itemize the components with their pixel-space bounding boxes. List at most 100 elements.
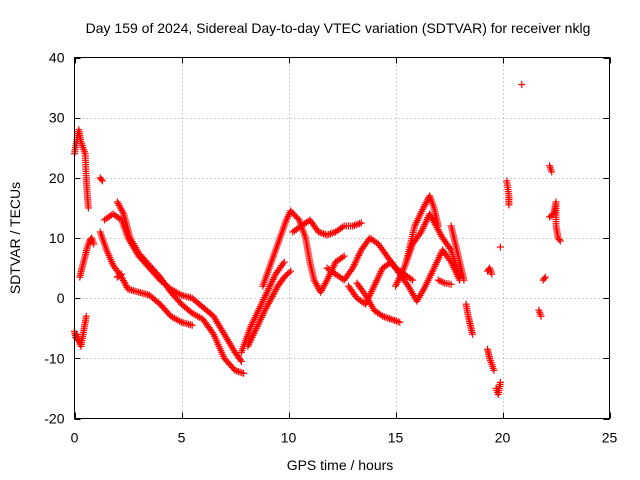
data-point-marker [294,214,302,222]
data-point-marker [460,276,468,284]
data-point-marker [392,317,400,325]
data-point-marker [537,312,545,320]
data-point-marker [396,318,404,326]
data-point-marker [439,278,447,286]
data-point-marker [389,316,397,324]
data-points [71,81,564,398]
data-point-marker [113,273,121,281]
data-point-marker [326,230,334,238]
x-axis-title: GPS time / hours [287,457,394,473]
data-point-marker [84,204,92,212]
data-point-marker [391,316,399,324]
data-point-marker [447,280,455,288]
x-tick-label: 15 [388,430,404,446]
data-point-marker [322,278,330,286]
data-point-marker [540,275,548,283]
y-tick-label: -20 [44,411,64,427]
x-tick-label: 20 [495,430,511,446]
data-point-marker [338,253,346,261]
data-point-marker [323,231,331,239]
data-point-marker [469,330,477,338]
data-point-marker [394,318,402,326]
data-point-marker [541,273,549,281]
data-point-marker [287,267,295,275]
data-point-marker [279,260,287,268]
data-point-marker [386,315,394,323]
data-point-marker [488,270,496,278]
data-point-marker [115,272,123,280]
data-point-marker [380,313,388,321]
data-point-marker [409,276,417,284]
data-point-marker [407,275,415,283]
y-tick-label: 30 [49,110,65,126]
data-point-marker [382,313,390,321]
data-point-marker [231,366,239,374]
data-point-marker [352,221,360,229]
y-tick-label: -10 [44,350,64,366]
data-point-marker [496,378,504,386]
data-point-marker [416,230,424,238]
data-point-marker [350,221,358,229]
data-point-marker [434,222,442,230]
data-point-marker [328,229,336,237]
data-point-marker [283,270,291,278]
data-point-marker [234,368,242,376]
x-tick-label: 25 [602,430,618,446]
data-point-marker [434,276,442,284]
data-point-marker [338,223,346,231]
data-point-marker [384,314,392,322]
data-point-marker [496,243,504,251]
data-point-marker [349,222,357,230]
data-point-marker [236,368,244,376]
plot-frame [74,57,610,419]
data-point-marker [236,356,244,364]
data-point-marker [237,357,245,365]
y-tick-label: 40 [49,50,65,66]
data-point-marker [360,289,368,297]
data-point-marker [387,315,395,323]
data-point-marker [548,168,556,176]
data-point-marker [97,175,105,183]
data-point-marker [325,230,333,238]
data-point-marker [98,177,106,185]
x-tick-label: 5 [178,430,186,446]
data-point-marker [285,269,293,277]
data-point-marker [490,366,498,374]
data-point-marker [314,228,322,236]
ticks-layer: 0 5 10 15 20 25 -20 -10 0 10 20 30 40 [44,50,617,446]
data-point-marker [356,220,364,228]
data-point-marker [238,369,246,377]
data-point-marker [505,201,513,209]
data-point-marker [282,272,290,280]
data-point-marker [555,236,563,244]
data-point-marker [354,220,362,228]
data-point-marker [436,277,444,285]
data-point-marker [518,81,526,89]
data-point-marker [357,219,365,227]
data-point-marker [208,329,216,337]
data-point-marker [318,229,326,237]
data-point-marker [446,244,454,252]
data-point-marker [90,240,98,248]
grid-layer [74,57,610,419]
data-point-marker [320,230,328,238]
y-axis-title: SDTVAR / TECUs [7,182,23,294]
data-point-marker [188,321,196,329]
y-tick-label: 20 [49,170,65,186]
data-point-marker [556,237,564,245]
data-point-marker [82,312,90,320]
data-point-marker [280,258,288,266]
y-tick-label: 10 [49,230,65,246]
data-point-marker [280,273,288,281]
data-point-marker [240,369,248,377]
data-point-marker [233,367,241,375]
chart-title: Day 159 of 2024, Sidereal Day-to-day VTE… [86,20,591,36]
data-point-marker [347,266,355,274]
y-tick-label: 0 [57,290,65,306]
x-tick-label: 10 [281,430,297,446]
data-point-marker [340,252,348,260]
data-point-marker [74,336,82,344]
data-point-marker [119,208,127,216]
data-point-marker [438,278,446,286]
